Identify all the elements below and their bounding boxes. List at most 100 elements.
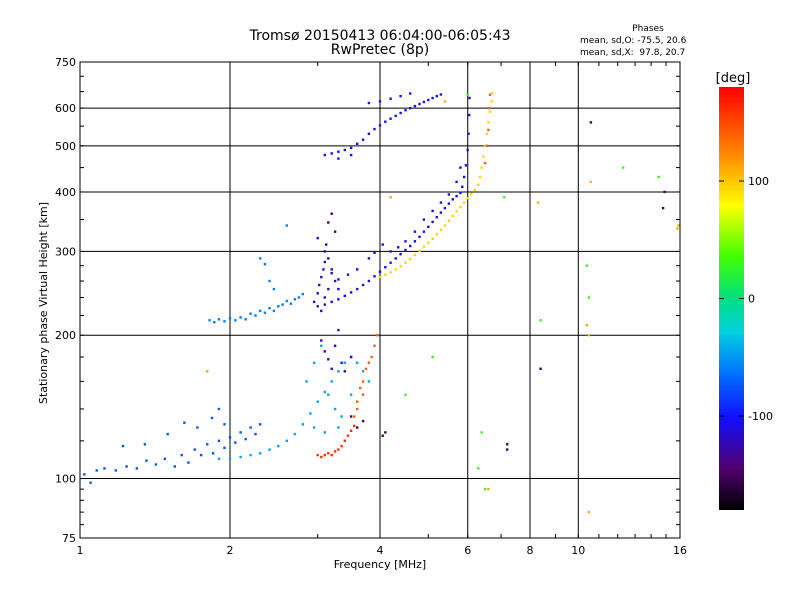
x-tick-label: 1 <box>77 544 84 557</box>
data-point <box>490 100 493 103</box>
data-point <box>373 127 376 131</box>
data-point <box>399 111 402 115</box>
data-point <box>389 271 392 274</box>
data-point <box>199 453 203 457</box>
data-point <box>422 230 426 233</box>
data-point <box>297 296 301 299</box>
data-point <box>343 439 346 442</box>
data-point <box>323 350 326 353</box>
data-point <box>404 261 407 264</box>
data-point <box>506 448 509 451</box>
colorbar-tick-label: 0 <box>748 293 755 306</box>
data-point <box>466 148 469 152</box>
grid-lines <box>80 62 680 538</box>
data-point <box>145 459 148 462</box>
data-point <box>121 444 125 448</box>
data-point <box>439 228 443 231</box>
data-point <box>439 201 443 204</box>
data-point <box>431 237 434 240</box>
data-point <box>480 431 483 434</box>
data-point <box>367 380 371 383</box>
data-point <box>404 109 407 112</box>
data-point <box>327 257 330 260</box>
data-point <box>467 132 470 135</box>
data-point <box>422 100 426 104</box>
data-point <box>268 307 271 310</box>
data-point <box>455 210 458 213</box>
data-point <box>394 114 397 118</box>
data-point <box>349 146 353 150</box>
data-point <box>318 283 321 287</box>
data-point <box>373 275 376 278</box>
data-point <box>435 233 438 236</box>
data-point <box>330 453 333 457</box>
data-point <box>589 121 593 124</box>
data-point <box>312 300 316 304</box>
data-point <box>359 386 362 390</box>
data-point <box>384 431 387 434</box>
data-point <box>349 429 353 432</box>
data-point <box>413 104 417 108</box>
data-point <box>259 452 262 455</box>
data-point <box>455 194 458 198</box>
data-point <box>301 423 304 426</box>
data-point <box>316 453 319 457</box>
data-point <box>422 245 426 248</box>
data-point <box>413 230 417 233</box>
data-point <box>470 192 473 196</box>
data-point <box>404 240 407 243</box>
data-point <box>506 443 509 446</box>
data-point <box>249 426 252 429</box>
data-point <box>409 257 412 261</box>
data-point <box>343 148 346 152</box>
data-point <box>394 268 397 271</box>
data-point <box>468 113 471 117</box>
data-point <box>389 261 392 264</box>
data-point <box>663 190 666 194</box>
data-point <box>657 175 660 179</box>
data-point <box>384 266 387 269</box>
data-point <box>323 453 326 457</box>
data-point <box>223 423 226 426</box>
data-point <box>312 361 316 364</box>
data-point <box>340 361 343 364</box>
data-point <box>337 448 340 451</box>
data-point <box>621 166 625 169</box>
data-point <box>361 380 365 383</box>
data-point <box>378 270 382 273</box>
data-point <box>343 361 346 364</box>
data-point <box>330 272 333 275</box>
data-point <box>320 275 323 279</box>
data-point <box>259 423 262 426</box>
data-point <box>337 157 340 160</box>
data-point <box>333 450 337 453</box>
data-point <box>451 198 454 201</box>
x-tick-label: 4 <box>377 544 384 557</box>
data-point <box>431 96 434 100</box>
data-point <box>468 96 471 100</box>
data-point <box>487 487 490 491</box>
data-point <box>389 97 392 100</box>
data-point <box>103 467 106 470</box>
data-point <box>356 287 359 291</box>
data-point <box>95 469 98 472</box>
data-point <box>389 196 392 199</box>
data-point <box>340 444 343 448</box>
data-point <box>323 431 326 434</box>
data-point <box>349 153 353 157</box>
x-tick-label: 8 <box>527 544 534 557</box>
data-point <box>285 439 288 442</box>
data-point <box>337 150 340 153</box>
y-axis-label: Stationary phase Virtual Height [km] <box>37 202 50 404</box>
data-point <box>349 415 353 418</box>
data-point <box>316 305 319 308</box>
data-point <box>285 299 288 303</box>
data-point <box>228 317 232 320</box>
data-point <box>431 355 434 359</box>
data-point <box>431 209 434 213</box>
data-point <box>125 465 128 468</box>
data-point <box>418 102 421 106</box>
data-point <box>384 273 387 276</box>
data-point <box>330 152 333 155</box>
data-point <box>259 309 262 313</box>
